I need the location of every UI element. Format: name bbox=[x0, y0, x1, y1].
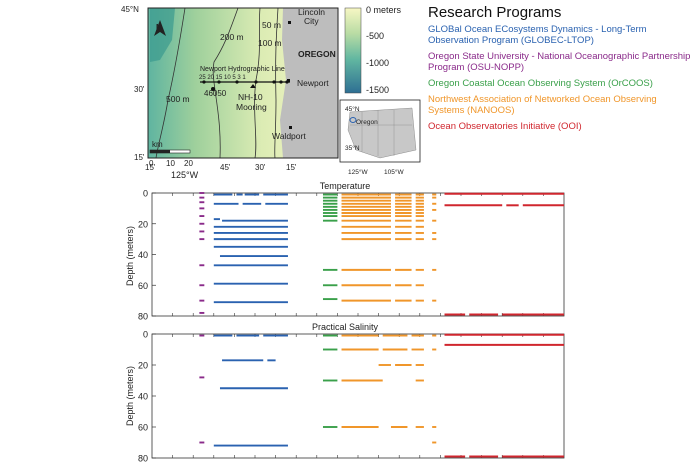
waldport-marker bbox=[289, 126, 292, 129]
contour-label-200: 200 m bbox=[220, 32, 244, 42]
lat-30: 30' bbox=[134, 85, 145, 94]
legend-ooi: Ocean Observatories Initiative (OOI) bbox=[428, 121, 582, 132]
scale-20: 20 bbox=[184, 159, 193, 168]
mooring-marker bbox=[250, 84, 256, 88]
colorbar-label-0: 0 meters bbox=[366, 5, 402, 15]
legend-orcoos: Oregon Coastal Ocean Observing System (O… bbox=[428, 78, 653, 89]
temperature-panel: Temperature Depth (meters) 0 20 40 60 80 bbox=[125, 181, 565, 322]
lincoln-city-marker bbox=[288, 21, 291, 24]
legend-globec: GLOBal Ocean ECosystems Dynamics - Long-… bbox=[428, 24, 647, 46]
city-lincoln-2: City bbox=[304, 16, 319, 26]
temperature-title: Temperature bbox=[320, 181, 371, 191]
scale-10: 10 bbox=[166, 159, 175, 168]
legend-osu-nopp: Oregon State University - National Ocean… bbox=[428, 51, 691, 73]
mooring-label-2: Mooring bbox=[236, 102, 267, 112]
inset-lon105: 105°W bbox=[384, 168, 404, 176]
y-tick-label: 80 bbox=[138, 454, 148, 464]
lat-15: 15' bbox=[134, 153, 145, 162]
program-legend: GLOBal Ocean ECosystems Dynamics - Long-… bbox=[428, 24, 693, 137]
y-tick-label: 60 bbox=[138, 281, 148, 291]
map-deep-water bbox=[150, 8, 175, 62]
y-tick-label: 80 bbox=[138, 312, 148, 322]
hydro-line-label: Newport Hydrographic Line bbox=[200, 66, 285, 73]
legend-title: Research Programs bbox=[428, 4, 562, 21]
y-tick-label: 20 bbox=[138, 361, 148, 371]
y-tick-label: 20 bbox=[138, 219, 148, 229]
city-newport: Newport bbox=[297, 78, 329, 88]
scale-unit: km bbox=[152, 140, 163, 149]
lon-125: 125°W bbox=[171, 170, 199, 180]
mooring-label-1: NH-10 bbox=[238, 92, 263, 102]
north-label: N bbox=[156, 23, 162, 32]
colorbar-label-500: -500 bbox=[366, 31, 384, 41]
scale-bar bbox=[149, 149, 191, 154]
city-lincoln: Lincoln bbox=[298, 7, 325, 17]
inset-oregon: Oregon bbox=[356, 119, 378, 126]
lon-15a: 15' bbox=[145, 163, 156, 172]
y-tick-label: 40 bbox=[138, 392, 148, 402]
contour-200m bbox=[212, 7, 239, 159]
city-waldport: Waldport bbox=[272, 131, 306, 141]
newport-marker bbox=[287, 79, 290, 82]
contour-500m bbox=[155, 7, 186, 159]
lon-30: 30' bbox=[255, 163, 266, 172]
map-frame bbox=[147, 7, 339, 159]
salinity-ylabel: Depth (meters) bbox=[125, 366, 135, 426]
depth-colorbar bbox=[344, 7, 362, 94]
study-area-map: 45°N 30' 15' 15' 125°W 45' 30' 15' N km … bbox=[121, 5, 339, 180]
salinity-title: Practical Salinity bbox=[312, 322, 379, 332]
state-label: OREGON bbox=[298, 49, 336, 59]
north-arrow: N bbox=[154, 20, 166, 36]
contour-100m bbox=[254, 7, 261, 159]
y-tick-label: 40 bbox=[138, 250, 148, 260]
inset-map bbox=[339, 99, 421, 163]
contour-label-50: 50 m bbox=[262, 20, 281, 30]
contour-label-100: 100 m bbox=[258, 38, 282, 48]
buoy-label: 46050 bbox=[204, 89, 227, 98]
colorbar-label-1500: -1500 bbox=[366, 85, 389, 95]
legend-nanoos: Northwest Association of Networked Ocean… bbox=[428, 94, 657, 116]
colorbar-label-1000: -1000 bbox=[366, 58, 389, 68]
y-tick-label: 0 bbox=[143, 330, 148, 340]
map-land bbox=[280, 8, 338, 158]
salinity-panel: Practical Salinity Depth (meters) 0 20 40 6… bbox=[125, 322, 565, 464]
inset-lon125: 125°W bbox=[348, 168, 368, 176]
temperature-ylabel: Depth (meters) bbox=[125, 226, 135, 286]
inset-lat45: 45°N bbox=[345, 105, 360, 113]
contour-label-500: 500 m bbox=[166, 94, 190, 104]
y-tick-label: 60 bbox=[138, 423, 148, 433]
lon-15b: 15' bbox=[286, 163, 297, 172]
station-labels: 25 20 15 10 5 3 1 bbox=[199, 75, 246, 81]
plot-frame bbox=[151, 192, 565, 317]
plot-frame bbox=[151, 333, 565, 459]
inset-lat35: 35°N bbox=[345, 144, 360, 152]
buoy-marker bbox=[211, 87, 215, 91]
contour-50m bbox=[274, 7, 279, 159]
y-tick-label: 0 bbox=[143, 189, 148, 199]
lon-45: 45' bbox=[220, 163, 231, 172]
lat-45: 45°N bbox=[121, 5, 139, 14]
scale-0: 0 bbox=[149, 159, 154, 168]
